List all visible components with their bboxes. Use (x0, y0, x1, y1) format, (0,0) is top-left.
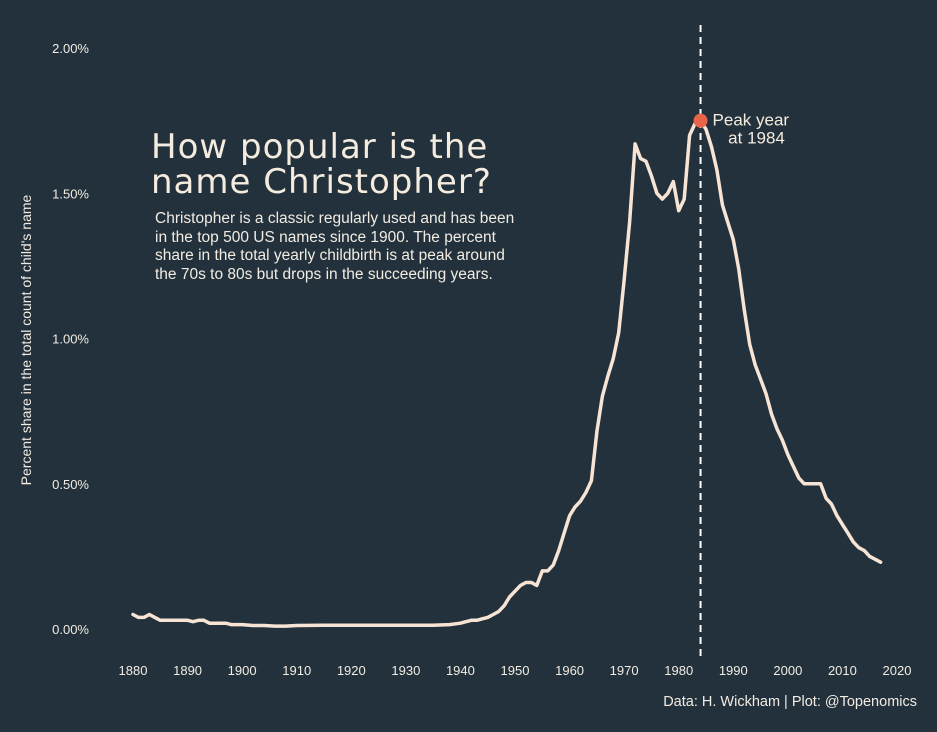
x-tick-label: 1940 (446, 663, 475, 678)
x-tick-label: 2000 (773, 663, 802, 678)
x-tick-label: 1990 (719, 663, 748, 678)
chart-title: How popular is the name Christopher? (151, 127, 492, 202)
x-tick-label: 1910 (282, 663, 311, 678)
x-axis-ticks: 1880 1890 1900 1910 1920 1930 1940 1950 1960 1970… (119, 663, 912, 678)
y-tick-label: 2.00% (52, 41, 89, 56)
x-tick-label: 2010 (828, 663, 857, 678)
y-tick-label: 0.50% (52, 477, 89, 492)
y-tick-label: 0.00% (52, 622, 89, 637)
peak-year-label-year: at 1984 (728, 129, 785, 148)
y-axis-ticks: 0.00% 0.50% 1.00% 1.50% 2.00% (52, 41, 89, 637)
x-tick-label: 1950 (501, 663, 530, 678)
chart-caption: Data: H. Wickham | Plot: @Topenomics (663, 694, 917, 710)
chart-subtitle: Christopher is a classic regularly used … (155, 210, 515, 283)
x-tick-label: 1960 (555, 663, 584, 678)
y-axis-label: Percent share in the total count of chil… (18, 194, 34, 485)
x-tick-label: 1890 (173, 663, 202, 678)
x-tick-label: 1900 (228, 663, 257, 678)
x-tick-label: 1980 (664, 663, 693, 678)
y-tick-label: 1.50% (52, 186, 89, 201)
peak-year-point (693, 113, 708, 128)
x-tick-label: 2020 (883, 663, 912, 678)
x-tick-label: 1970 (610, 663, 639, 678)
y-tick-label: 1.00% (52, 332, 89, 347)
series-line-christopher (131, 118, 883, 628)
x-tick-label: 1920 (337, 663, 366, 678)
x-tick-label: 1880 (119, 663, 148, 678)
x-tick-label: 1930 (391, 663, 420, 678)
peak-year-label: Peak year (713, 111, 790, 130)
